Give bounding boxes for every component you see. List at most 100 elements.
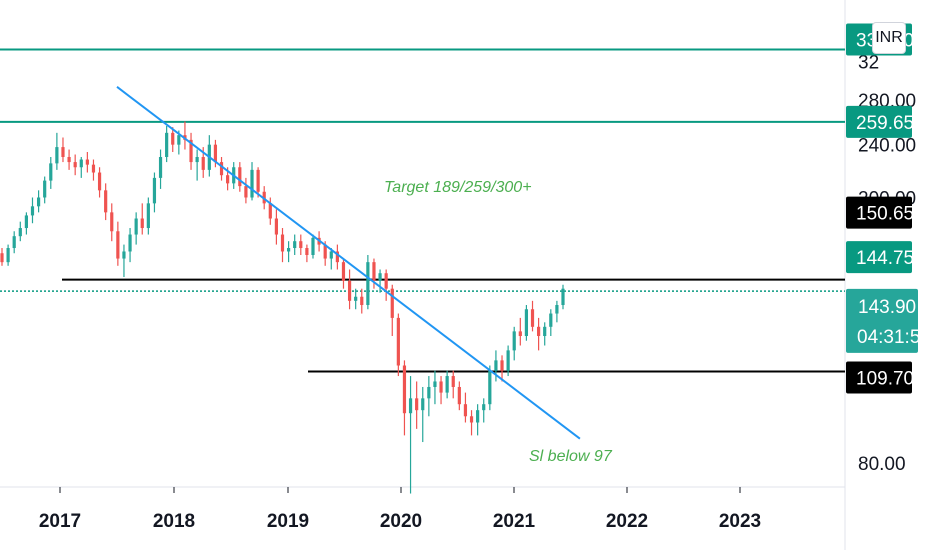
svg-text:150.65: 150.65 [856, 204, 914, 225]
candle [506, 345, 510, 377]
candle [244, 177, 248, 204]
candle [366, 254, 370, 310]
svg-text:144.75: 144.75 [856, 248, 914, 269]
candle [268, 197, 272, 225]
candle [152, 172, 157, 213]
candle [500, 355, 504, 382]
candle [18, 221, 22, 242]
candle [415, 381, 419, 429]
candle [24, 212, 28, 235]
countdown-timer: 04:31:52 [857, 327, 931, 348]
candle [360, 288, 364, 314]
candle [250, 162, 254, 201]
time-tick-label: 2017 [39, 511, 81, 532]
candle [549, 309, 553, 337]
candle [30, 197, 35, 224]
candle [384, 269, 388, 301]
stop-loss-annotation[interactable]: Sl below 97 [529, 448, 613, 465]
candle [286, 241, 291, 263]
candle [347, 269, 352, 310]
currency-button[interactable]: INR [872, 22, 906, 54]
candle [104, 183, 108, 221]
svg-text:109.70: 109.70 [856, 369, 914, 390]
candle [12, 231, 16, 254]
time-tick-label: 2018 [153, 511, 195, 532]
candle [445, 370, 449, 399]
candle [421, 386, 425, 443]
candle [476, 404, 480, 436]
candle [165, 125, 169, 163]
candle [61, 137, 65, 163]
candle [91, 159, 96, 181]
time-tick-label: 2023 [719, 511, 761, 532]
candle [488, 365, 492, 411]
candle [110, 203, 114, 242]
candle [378, 269, 382, 293]
candle [402, 360, 407, 436]
price-tick-label: 80.00 [858, 454, 906, 475]
candle [79, 156, 83, 178]
candle [457, 381, 461, 411]
horizontal-lines [0, 48, 845, 373]
candle [73, 154, 77, 176]
candle [293, 234, 297, 255]
candle [97, 167, 102, 198]
candle [469, 410, 474, 436]
candle [128, 228, 132, 263]
candle [140, 203, 144, 235]
candle [256, 167, 260, 198]
candle [49, 156, 53, 189]
candle [0, 248, 4, 266]
candle [36, 190, 41, 213]
candle [6, 244, 10, 266]
candle [372, 258, 376, 289]
price-badge-259.65[interactable]: 259.65 [846, 105, 914, 138]
trendline[interactable] [116, 86, 581, 440]
price-badge-144.75[interactable]: 144.75 [846, 241, 914, 274]
time-tick-label: 2021 [493, 511, 536, 532]
candle [43, 176, 47, 204]
candle [451, 370, 455, 399]
time-tick-label: 2022 [606, 511, 648, 532]
candle [524, 305, 529, 341]
candle [85, 152, 89, 173]
candle [512, 326, 516, 361]
candle [518, 317, 522, 346]
time-tick-label: 2019 [267, 511, 309, 532]
candle [427, 376, 431, 417]
candle [341, 258, 346, 289]
candle [561, 284, 565, 310]
candle [537, 317, 541, 351]
candle [305, 244, 309, 263]
price-badge-150.65[interactable]: 150.65 [846, 196, 914, 229]
candle [439, 376, 443, 405]
candle [396, 313, 400, 377]
candle [189, 132, 193, 170]
time-axis-ticks: 2017 2018 2019 2020 2021 2022 2023 [39, 487, 761, 532]
svg-text:259.65: 259.65 [856, 113, 914, 134]
price-tick-label: 240.00 [858, 136, 916, 157]
price-badge-143.90[interactable]: 143.90 04:31:52 [846, 288, 931, 353]
candle [543, 322, 547, 346]
candle [116, 221, 120, 266]
candle [274, 209, 279, 245]
candle [219, 156, 224, 181]
candle [171, 127, 175, 153]
candle [238, 162, 242, 192]
candle [408, 376, 413, 494]
candle [482, 398, 486, 423]
price-tick-label: 32 [858, 52, 879, 73]
candle [329, 248, 333, 270]
candle [463, 392, 468, 423]
candle [390, 284, 394, 337]
candle [311, 234, 315, 259]
candlestick-series [0, 121, 565, 494]
price-badge-109.70[interactable]: 109.70 [846, 361, 914, 394]
price-badges: 333.30259.65150.65144.75143.9004:31:5210… [846, 23, 931, 394]
candle [530, 300, 535, 332]
candle [67, 149, 71, 170]
candle [122, 244, 126, 278]
candle [183, 121, 187, 150]
target-annotation[interactable]: Target 189/259/300+ [384, 179, 532, 196]
